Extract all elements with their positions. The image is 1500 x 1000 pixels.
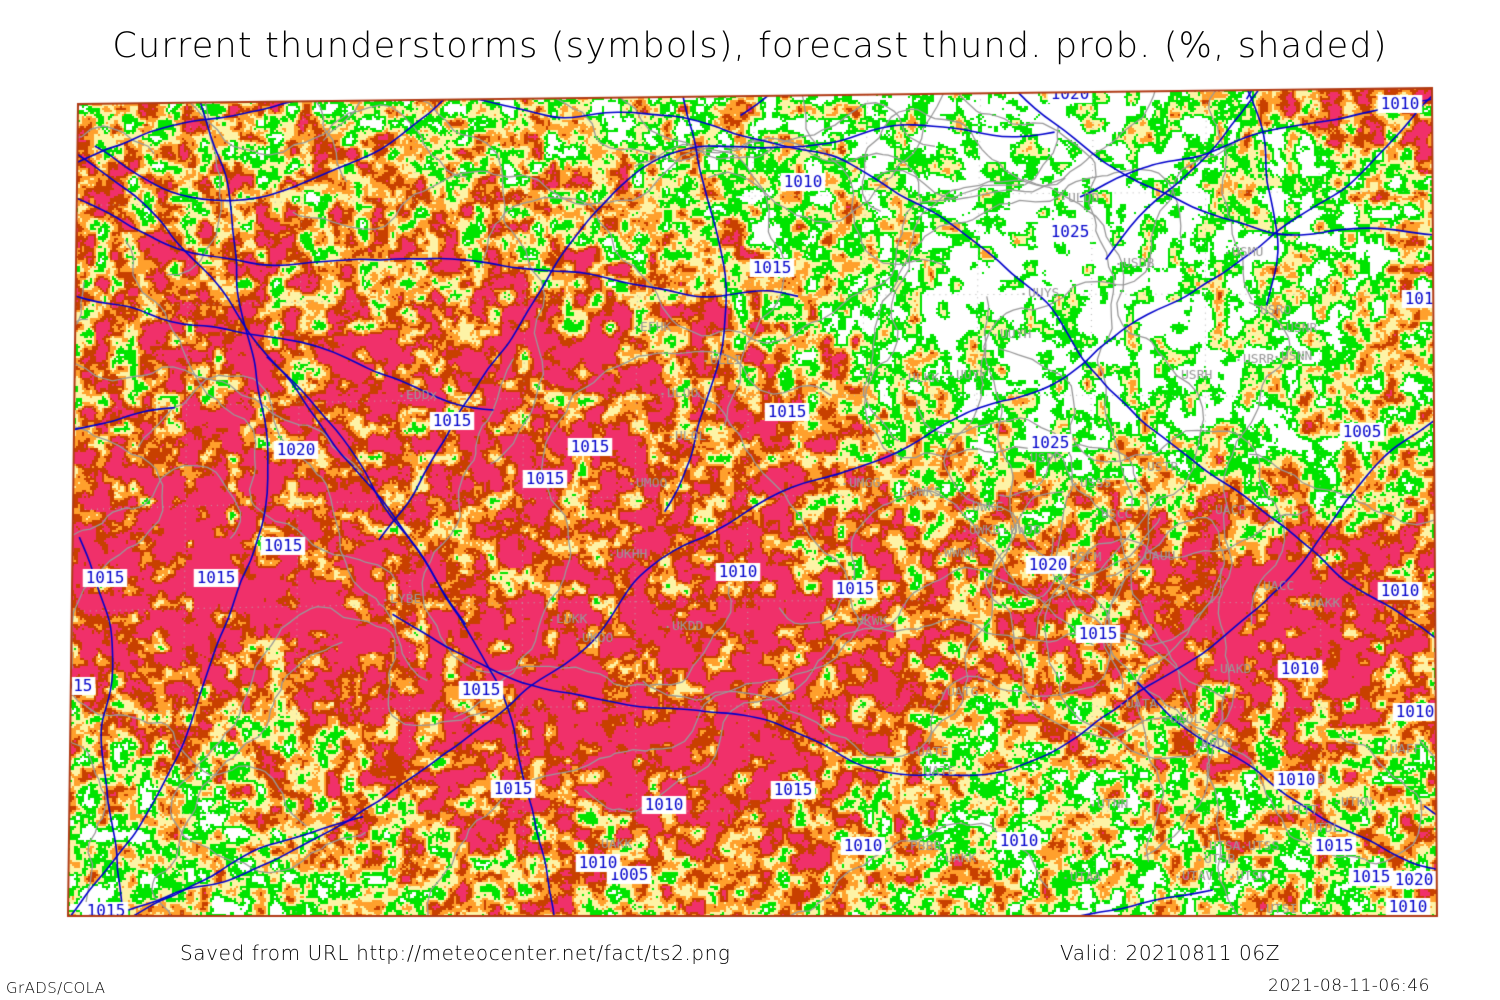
- timestamp-label: 2021-08-11-06:46: [1268, 976, 1430, 996]
- thunderstorm-probability-map[interactable]: [0, 80, 1500, 925]
- map-plot-area[interactable]: [0, 80, 1500, 925]
- valid-time-label: Valid: 20210811 06Z: [1060, 941, 1280, 965]
- source-url-label: Saved from URL http://meteocenter.net/fa…: [180, 941, 731, 965]
- producer-label: GrADS/COLA: [6, 979, 106, 997]
- page-title: Current thunderstorms (symbols), forecas…: [112, 26, 1388, 66]
